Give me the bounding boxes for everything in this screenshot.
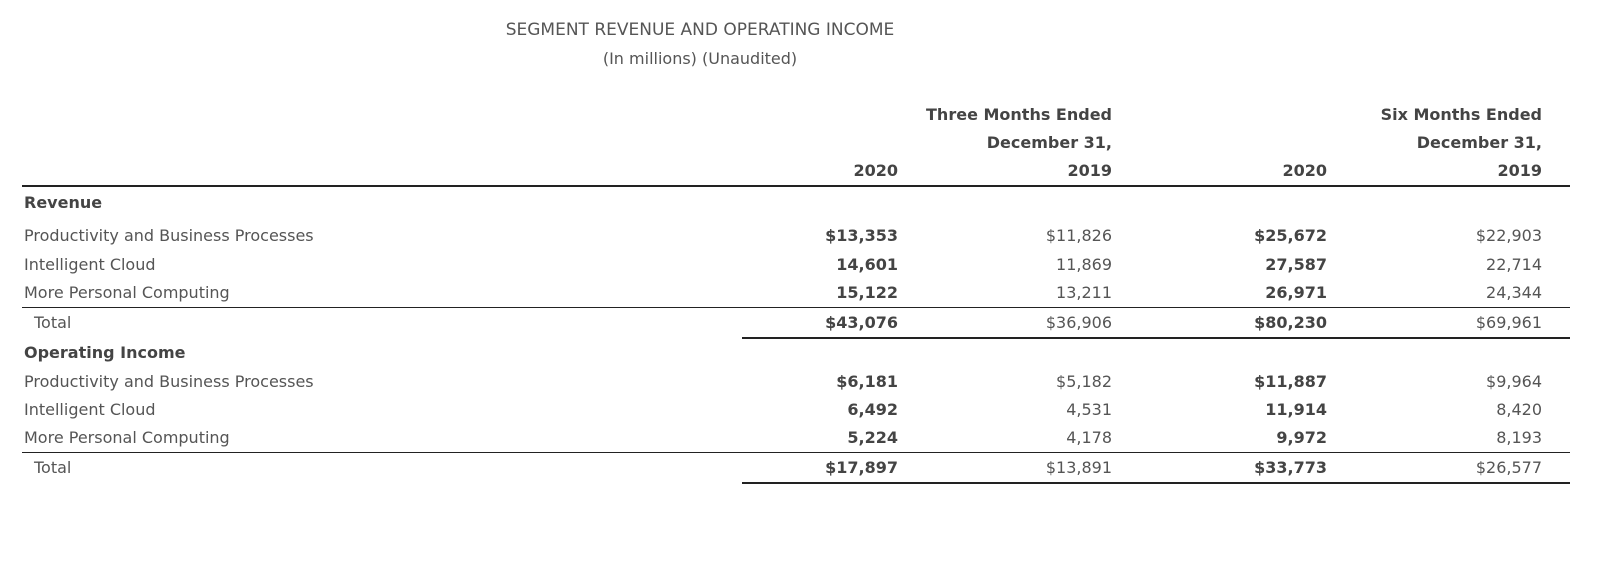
table-cell: 6,492 <box>847 400 898 419</box>
header-three-months-line2: December 31, <box>986 133 1112 152</box>
table-cell-total: $26,577 <box>1475 458 1542 477</box>
table-cell-total: $17,897 <box>825 458 898 477</box>
section-revenue-label: Revenue <box>24 193 103 212</box>
table-cell: 4,531 <box>1066 400 1112 419</box>
revenue-subtotal-rule <box>22 307 1570 308</box>
table-cell-total: $43,076 <box>825 313 898 332</box>
header-year-col2: 2019 <box>1067 161 1112 180</box>
row-label: More Personal Computing <box>24 428 230 447</box>
table-cell-total: $13,891 <box>1045 458 1112 477</box>
table-cell: 11,914 <box>1265 400 1327 419</box>
table-cell: 15,122 <box>836 283 898 302</box>
row-label-total: Total <box>34 458 72 477</box>
table-cell: 9,972 <box>1276 428 1327 447</box>
table-cell: 4,178 <box>1066 428 1112 447</box>
header-year-col4: 2019 <box>1497 161 1542 180</box>
table-cell-total: $69,961 <box>1475 313 1542 332</box>
operating-subtotal-rule <box>22 452 1570 453</box>
row-label: Productivity and Business Processes <box>24 226 314 245</box>
table-cell: 8,193 <box>1496 428 1542 447</box>
table-cell: 8,420 <box>1496 400 1542 419</box>
table-cell-total: $80,230 <box>1254 313 1327 332</box>
header-year-col1: 2020 <box>853 161 898 180</box>
table-cell: 14,601 <box>836 255 898 274</box>
table-cell-total: $33,773 <box>1254 458 1327 477</box>
row-label-total: Total <box>34 313 72 332</box>
revenue-total-rule <box>742 337 1570 339</box>
header-six-months-line2: December 31, <box>1416 133 1542 152</box>
table-cell-total: $36,906 <box>1045 313 1112 332</box>
report-subtitle: (In millions) (Unaudited) <box>602 49 798 68</box>
table-cell: $9,964 <box>1486 372 1542 391</box>
header-year-col3: 2020 <box>1282 161 1327 180</box>
row-label: Productivity and Business Processes <box>24 372 314 391</box>
table-cell: $11,887 <box>1254 372 1327 391</box>
table-cell: 26,971 <box>1265 283 1327 302</box>
row-label: Intelligent Cloud <box>24 400 156 419</box>
table-cell: 5,224 <box>847 428 898 447</box>
table-cell: 27,587 <box>1265 255 1327 274</box>
operating-total-rule <box>742 482 1570 484</box>
header-six-months-line1: Six Months Ended <box>1380 105 1542 124</box>
table-cell: 11,869 <box>1056 255 1112 274</box>
header-three-months-line1: Three Months Ended <box>926 105 1112 124</box>
row-label: Intelligent Cloud <box>24 255 156 274</box>
table-cell: $13,353 <box>825 226 898 245</box>
table-cell: $6,181 <box>836 372 898 391</box>
table-cell: $11,826 <box>1045 226 1112 245</box>
table-cell: $22,903 <box>1475 226 1542 245</box>
table-cell: 22,714 <box>1486 255 1542 274</box>
row-label: More Personal Computing <box>24 283 230 302</box>
table-cell: $25,672 <box>1254 226 1327 245</box>
table-cell: $5,182 <box>1056 372 1112 391</box>
table-cell: 13,211 <box>1056 283 1112 302</box>
table-cell: 24,344 <box>1486 283 1542 302</box>
section-operating-income-label: Operating Income <box>24 343 186 362</box>
header-rule <box>22 185 1570 187</box>
report-title-block: SEGMENT REVENUE AND OPERATING INCOME (In… <box>0 20 1600 78</box>
report-title: SEGMENT REVENUE AND OPERATING INCOME <box>505 20 895 40</box>
